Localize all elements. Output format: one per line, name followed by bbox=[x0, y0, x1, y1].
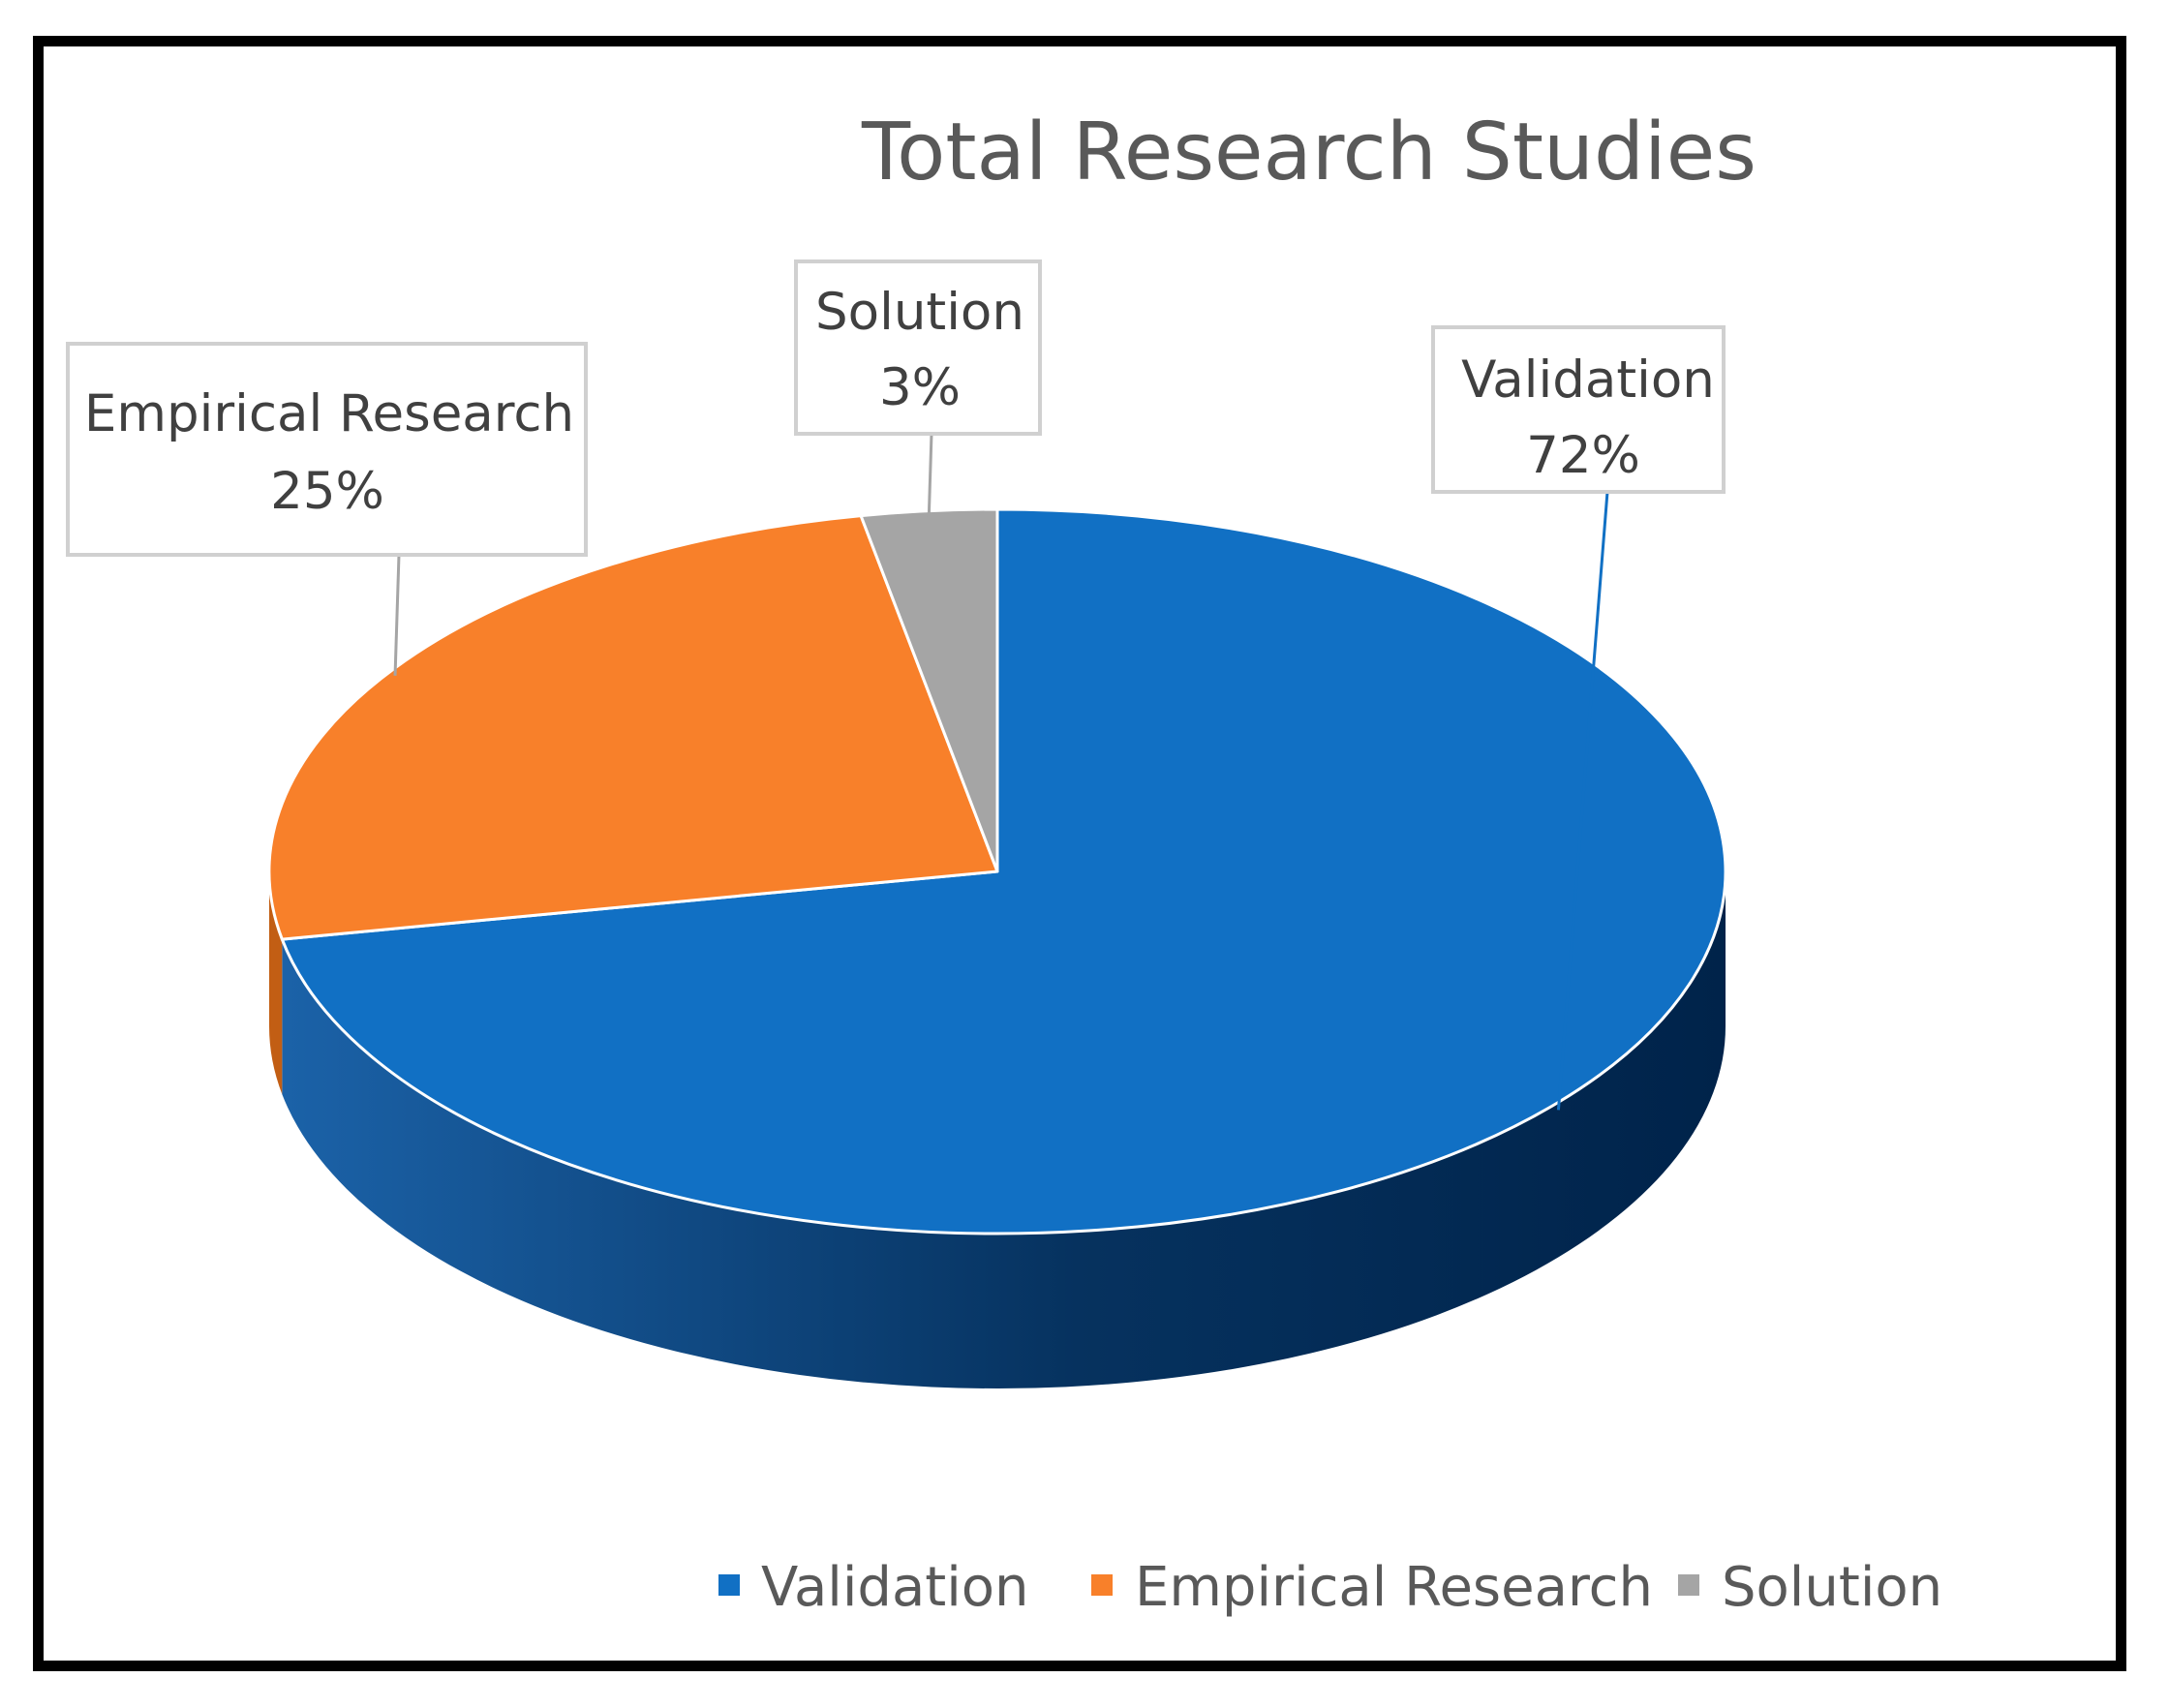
data-label-empirical-research: Empirical Research 25% bbox=[66, 342, 588, 557]
leader-line-solution bbox=[927, 433, 933, 519]
legend-swatch-validation bbox=[718, 1574, 740, 1596]
legend-item-empirical-research: Empirical Research bbox=[1091, 1556, 1653, 1619]
legend-item-solution: Solution bbox=[1678, 1556, 1942, 1619]
leader-line-validation bbox=[1556, 491, 1609, 1111]
data-label-solution-name: Solution bbox=[815, 283, 1024, 342]
pie-side-empirical-research bbox=[269, 871, 283, 1095]
data-label-empirical-research-name: Empirical Research bbox=[84, 384, 574, 443]
data-label-validation-name: Validation bbox=[1461, 351, 1715, 410]
data-label-empirical-research-value: 25% bbox=[270, 462, 384, 521]
legend-label-empirical-research: Empirical Research bbox=[1135, 1556, 1653, 1619]
data-label-validation: Validation 72% bbox=[1431, 325, 1726, 494]
leader-line-empirical-research bbox=[393, 554, 401, 676]
chart-title: Total Research Studies bbox=[861, 107, 1757, 198]
legend-swatch-solution bbox=[1678, 1574, 1699, 1596]
data-label-solution-value: 3% bbox=[879, 358, 961, 417]
label-leader-lines bbox=[393, 433, 1609, 1111]
pie-side-walls bbox=[269, 871, 1726, 1388]
legend-label-solution: Solution bbox=[1722, 1556, 1942, 1619]
data-label-solution: Solution 3% bbox=[794, 259, 1042, 436]
pie-top-faces bbox=[267, 507, 1727, 1235]
data-label-validation-value: 72% bbox=[1526, 426, 1640, 485]
legend-swatch-empirical-research bbox=[1091, 1574, 1113, 1596]
legend: Validation Empirical Research Solution bbox=[718, 1556, 1942, 1619]
pie-side-validation bbox=[282, 871, 1726, 1388]
legend-label-validation: Validation bbox=[761, 1556, 1029, 1619]
legend-item-validation: Validation bbox=[718, 1556, 1029, 1619]
